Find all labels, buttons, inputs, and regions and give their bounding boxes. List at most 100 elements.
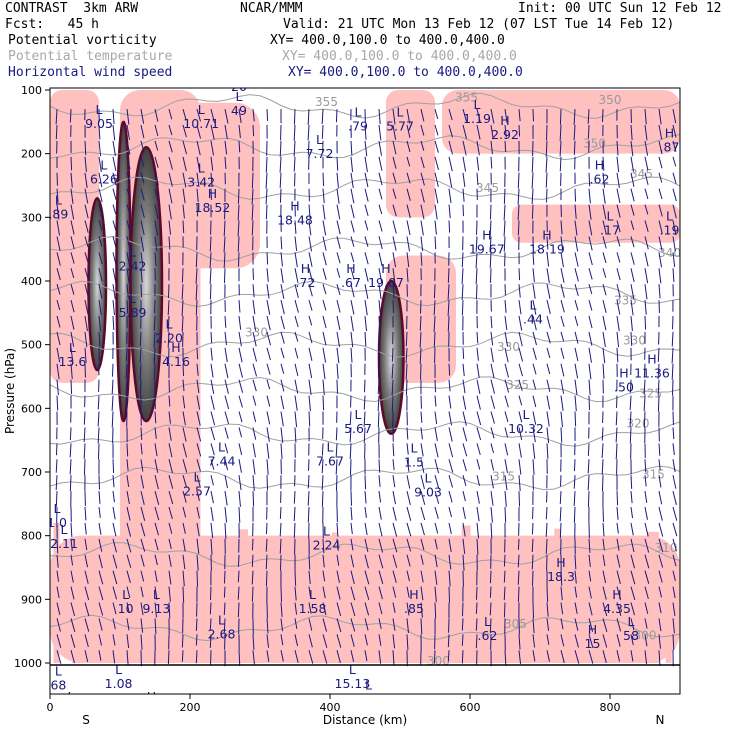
wind-vector [322,347,327,363]
wind-vector [111,363,114,377]
wind-vector [560,427,563,443]
wind-vector [70,252,75,264]
wind-vector [448,108,453,121]
wind-vector [210,427,216,441]
wind-vector [406,236,410,252]
wind-vector [251,220,254,236]
wind-vector [223,268,226,284]
wind-vector [293,109,296,125]
wind-vector [602,538,605,551]
wind-vector [210,347,213,361]
wind-vector [349,411,352,426]
wind-vector [154,411,157,424]
wind-vector [350,331,354,348]
wind-vector [322,554,325,568]
wind-vector [490,363,495,379]
wind-vector [168,538,172,549]
wind-vector [112,252,117,267]
wind-vector [392,618,396,631]
wind-vector [182,188,186,204]
pv-streak [350,556,360,663]
wind-vector [224,156,227,169]
wind-vector [112,268,117,283]
wind-vector [517,586,520,602]
wind-vector [392,268,396,284]
wind-vector [476,522,480,539]
wind-vector [546,634,550,645]
wind-vector [168,220,172,235]
wind-vector [196,570,199,587]
wind-vector [560,634,565,647]
wind-vector [140,252,144,268]
wind-vector [140,443,143,455]
wind-vector [378,506,382,520]
wind-vector [336,220,341,235]
wind-vector [364,204,369,217]
wind-vector [630,300,634,316]
wind-vector [615,411,618,426]
wind-vector [406,554,411,567]
wind-vector [55,475,58,491]
center-label: NCAR/MMM [240,1,303,16]
wind-vector [98,140,102,157]
wind-vector [294,570,297,586]
wind-vector [223,252,226,269]
wind-vector [69,109,72,123]
wind-vector [574,395,577,412]
wind-vector [420,188,425,203]
wind-vector [98,506,101,518]
extremum-high-marker: H [595,157,604,172]
wind-vector [252,315,257,331]
wind-vector [587,475,590,491]
wind-vector [210,108,216,124]
wind-vector [126,634,130,649]
wind-vector [672,602,676,616]
wind-vector [602,172,606,188]
wind-vector [587,459,590,474]
wind-vector [336,204,341,220]
wind-vector [658,188,663,200]
wind-vector [630,140,634,157]
wind-vector [657,395,660,412]
wind-vector [112,459,115,474]
wind-vector [322,252,327,266]
wind-vector [56,395,59,411]
wind-vector [434,570,438,585]
wind-vector [56,188,59,203]
wind-vector [658,554,664,568]
wind-vector [644,618,648,629]
wind-vector [644,554,650,569]
wind-vector [196,411,201,426]
extremum-low-marker: L [61,522,68,537]
wind-vector [574,347,579,362]
wind-vector [560,220,563,235]
wind-vector [588,347,592,363]
wind-vector [518,411,523,423]
theta-label: 320 [627,416,650,430]
wind-vector [378,491,382,503]
wind-vector [587,443,590,456]
wind-vector [392,140,397,155]
wind-vector [434,108,439,120]
wind-vector [378,268,383,284]
wind-vector [349,427,352,443]
wind-vector [336,299,341,313]
wind-vector [336,236,341,249]
wind-vector [308,204,311,219]
wind-vector [574,188,577,202]
wind-vector [210,363,214,378]
wind-vector [476,108,481,124]
extremum-value: 2.20 [155,330,183,345]
wind-vector [98,156,102,173]
wind-vector [112,124,116,141]
wind-vector [350,554,355,568]
wind-vector [518,315,523,331]
wind-vector [335,427,338,441]
wind-vector [378,300,381,315]
wind-vector [532,618,535,634]
wind-vector [462,140,467,156]
wind-vector [671,331,674,347]
wind-vector [532,347,537,360]
wind-vector [182,554,186,570]
wind-vector [378,459,381,473]
